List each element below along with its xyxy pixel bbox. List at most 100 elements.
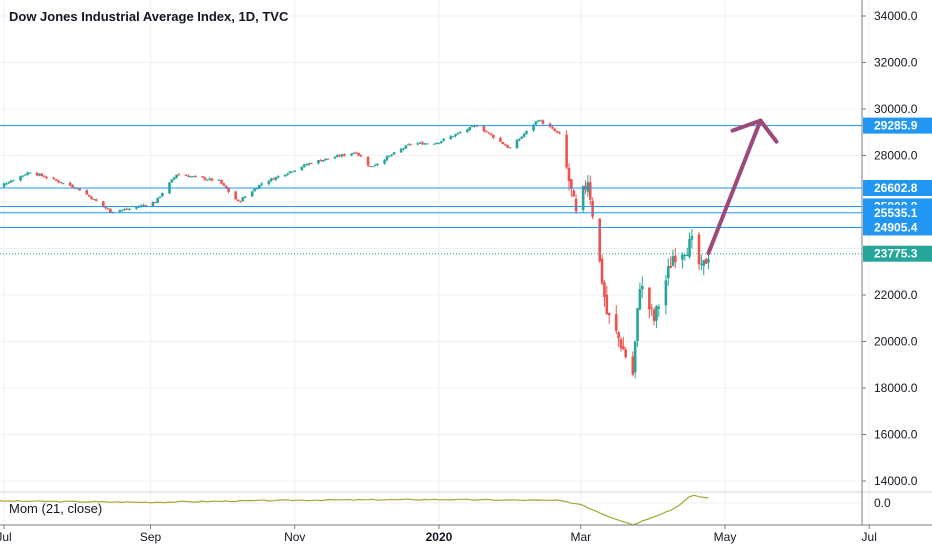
candle-body xyxy=(470,126,474,128)
candle-body xyxy=(208,178,211,180)
candle-body xyxy=(492,134,495,138)
candle-body xyxy=(343,154,346,156)
candle-body xyxy=(598,218,602,262)
candle-body xyxy=(354,152,358,154)
candle-body xyxy=(272,178,275,180)
candle-body xyxy=(210,178,214,181)
candle-body xyxy=(142,205,145,207)
candle-body xyxy=(437,142,441,144)
candle-body xyxy=(224,185,228,189)
candle-body xyxy=(5,183,8,185)
candle-body xyxy=(307,163,311,165)
candle-body xyxy=(622,346,625,350)
candle-body xyxy=(451,136,455,138)
candle-body xyxy=(565,134,568,168)
candle-body xyxy=(109,208,112,213)
y-tick-label: 32000.0 xyxy=(874,56,918,70)
candle-body xyxy=(123,209,126,211)
candle-body xyxy=(551,127,554,129)
candle-body xyxy=(581,186,585,210)
x-tick-label: Nov xyxy=(284,530,305,544)
candle-body xyxy=(194,175,197,177)
candle-body xyxy=(600,258,604,284)
candle-body xyxy=(425,143,429,145)
candle-body xyxy=(118,210,122,212)
candle-body xyxy=(475,125,479,127)
candle-body xyxy=(300,166,304,171)
candle-body xyxy=(78,187,81,191)
candle-body xyxy=(503,144,507,146)
candle-body xyxy=(416,143,419,145)
candle-body xyxy=(189,176,193,178)
candle-body xyxy=(466,129,469,132)
candle-body xyxy=(38,173,41,176)
y-tick-label: 22000.0 xyxy=(874,288,918,302)
candle-body xyxy=(369,165,372,167)
candle-body xyxy=(591,201,594,217)
candle-body xyxy=(291,171,294,173)
indicator-zero-label: 0.0 xyxy=(874,496,891,510)
candle-body xyxy=(156,197,159,203)
candle-body xyxy=(175,174,178,178)
candle-body xyxy=(532,124,535,131)
candle-body xyxy=(383,160,386,164)
level-label: 25535.1 xyxy=(874,206,918,220)
candle-body xyxy=(288,171,292,174)
level-label: 29285.9 xyxy=(874,119,918,133)
candle-body xyxy=(449,136,453,140)
candle-body xyxy=(558,132,561,134)
candle-body xyxy=(664,280,668,306)
candle-body xyxy=(574,198,578,212)
candle-body xyxy=(201,176,204,178)
candle-body xyxy=(385,156,389,161)
candle-body xyxy=(151,202,155,206)
candle-body xyxy=(286,173,289,175)
candle-body xyxy=(35,172,39,176)
candle-body xyxy=(260,183,263,185)
candle-body xyxy=(336,155,339,157)
candle-body xyxy=(454,134,457,137)
candle-body xyxy=(293,170,297,172)
candle-body xyxy=(217,179,221,181)
candle-body xyxy=(588,182,592,200)
candle-body xyxy=(409,144,412,146)
candle-body xyxy=(553,128,557,132)
candle-body xyxy=(506,145,509,148)
candle-body xyxy=(326,158,330,160)
projection-layer xyxy=(706,118,779,256)
levels-layer: 29285.926602.825808.825535.124905.423775… xyxy=(0,117,932,262)
candle-body xyxy=(707,259,710,263)
candle-body xyxy=(586,182,590,192)
x-tick-label: Jul xyxy=(0,530,12,544)
candle-body xyxy=(227,188,230,192)
last-price-label: 23775.3 xyxy=(874,247,918,261)
y-tick-label: 20000.0 xyxy=(874,335,918,349)
candle-body xyxy=(104,206,107,209)
candle-body xyxy=(26,172,29,175)
candle-body xyxy=(376,163,379,166)
candle-body xyxy=(324,158,327,161)
candle-body xyxy=(404,145,408,149)
candle-body xyxy=(2,183,6,187)
candle-body xyxy=(258,184,261,189)
candle-body xyxy=(640,285,644,290)
candle-body xyxy=(652,309,656,322)
candle-body xyxy=(484,131,488,133)
candle-body xyxy=(144,205,148,207)
candle-body xyxy=(572,190,576,197)
y-tick-label: 34000.0 xyxy=(874,9,918,23)
candle-body xyxy=(487,132,490,134)
candle-body xyxy=(236,199,240,202)
y-tick-label: 16000.0 xyxy=(874,428,918,442)
candle-body xyxy=(274,177,278,180)
candle-body xyxy=(536,120,540,122)
candle-body xyxy=(255,188,259,190)
candle-body xyxy=(619,339,623,349)
candle-body xyxy=(366,157,370,166)
candle-body xyxy=(170,179,174,183)
candle-body xyxy=(607,313,611,316)
momentum-line xyxy=(0,494,709,526)
candle-body xyxy=(45,177,48,179)
